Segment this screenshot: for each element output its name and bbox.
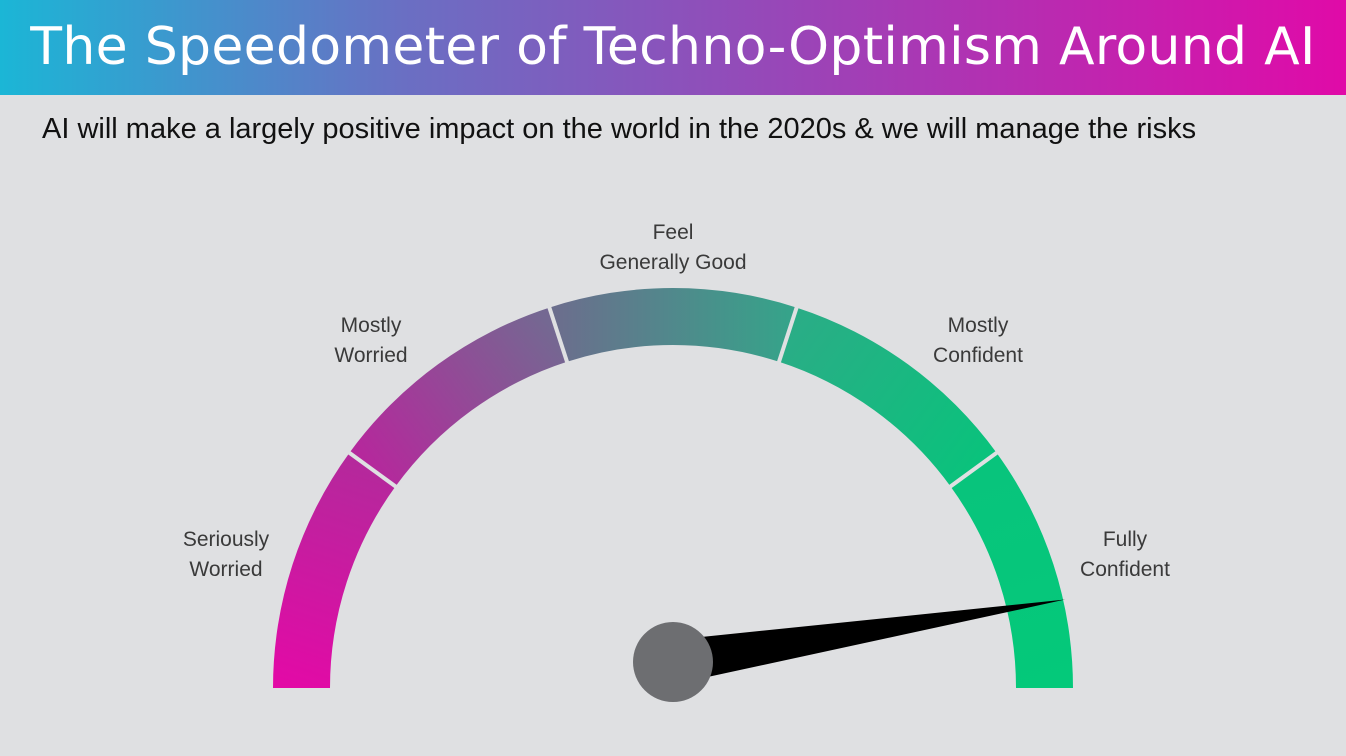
gauge-needle <box>669 599 1066 684</box>
title-banner <box>0 0 1346 95</box>
gauge-segment-mostly-confident <box>778 307 997 487</box>
gauge-divider <box>948 450 999 489</box>
gauge-segment-mostly-worried <box>349 307 568 487</box>
gauge-segment-fully-confident <box>950 452 1073 688</box>
gauge-divider <box>547 306 570 364</box>
gauge-divider <box>776 306 799 364</box>
gauge-divider <box>347 450 398 489</box>
gauge-segment-feel-generally-good <box>549 288 797 362</box>
label-seriously-worried: Seriously Worried <box>182 528 270 581</box>
label-mostly-worried: Mostly Worried <box>334 314 408 367</box>
label-fully-confident: Fully Confident <box>1080 528 1170 581</box>
page-subtitle: AI will make a largely positive impact o… <box>42 113 1197 145</box>
page-title: The Speedometer of Techno-Optimism Aroun… <box>30 17 1316 77</box>
gauge-segment-seriously-worried <box>273 452 396 688</box>
gauge-hub <box>633 622 713 702</box>
label-feel-generally-good: Feel Generally Good <box>599 221 747 274</box>
label-mostly-confident: Mostly Confident <box>933 314 1023 367</box>
